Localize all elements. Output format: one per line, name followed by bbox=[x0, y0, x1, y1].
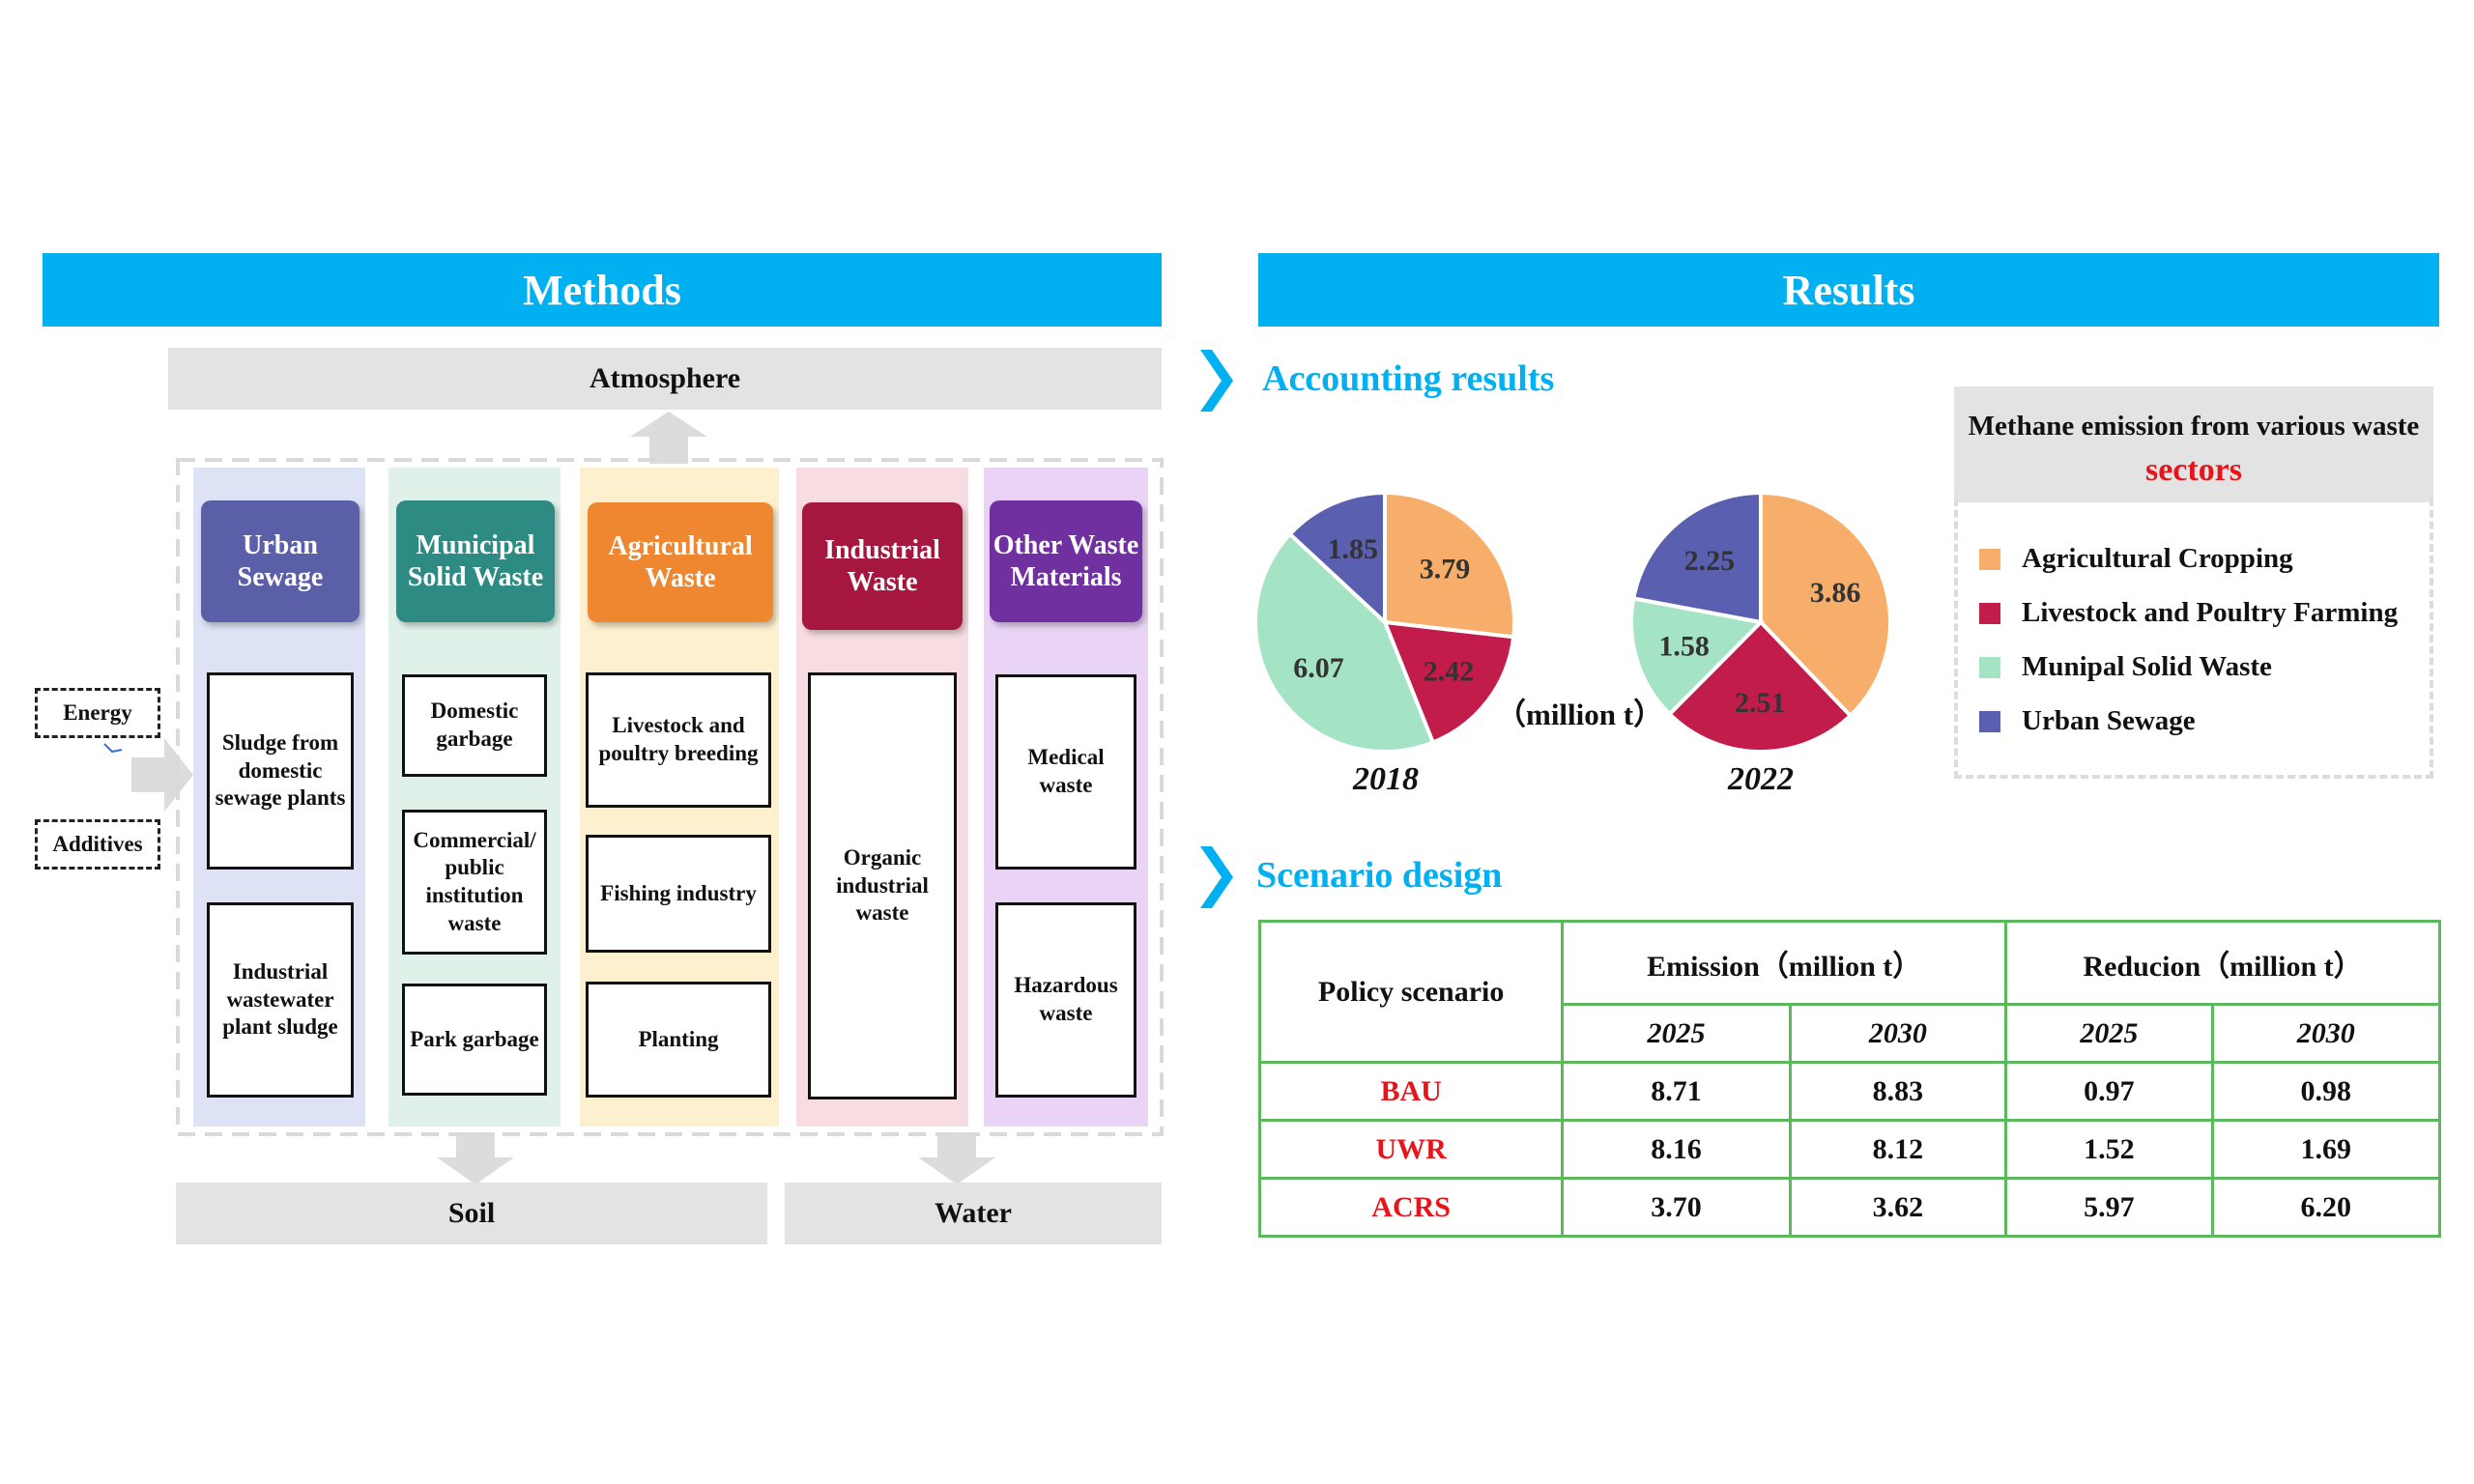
table-cell: 3.62 bbox=[1788, 1177, 2008, 1238]
pie-value-label: 1.58 bbox=[1658, 631, 1710, 663]
pie-charts: 3.79 2.42 6.07 1.85 3.86 2.51 1.58 2.25 bbox=[1253, 490, 1892, 754]
arrow-up-icon bbox=[630, 412, 707, 464]
accounting-title: Accounting results bbox=[1262, 358, 1555, 399]
scenario-name: BAU bbox=[1257, 1061, 1565, 1122]
table-cell: 8.71 bbox=[1561, 1061, 1792, 1122]
scenario-name: UWR bbox=[1257, 1119, 1565, 1180]
legend-title: Methane emission from various waste sect… bbox=[1954, 404, 2433, 494]
item-industrial-sludge: Industrial wastewater plant sludge bbox=[207, 902, 354, 1098]
pie-slice bbox=[1629, 596, 1766, 717]
legend-label: Munipal Solid Waste bbox=[2022, 651, 2272, 682]
header-year: 2025 bbox=[1561, 1003, 1792, 1064]
legend-title-box bbox=[1954, 386, 2433, 502]
water-bar: Water bbox=[785, 1183, 1162, 1244]
table-cell: 1.52 bbox=[2004, 1119, 2214, 1180]
legend-title-highlight: sectors bbox=[2144, 452, 2243, 488]
item-organic-industrial-waste: Organic industrial waste bbox=[808, 672, 957, 1099]
item-domestic-sewage-sludge: Sludge from domestic sewage plants bbox=[207, 672, 354, 870]
legend-swatch bbox=[1979, 656, 2000, 678]
table-row: UWR 8.16 8.12 1.52 1.69 bbox=[1257, 1119, 2442, 1180]
legend-item-urban-sewage: Urban Sewage bbox=[1979, 705, 2196, 737]
additives-input: Additives bbox=[35, 819, 160, 870]
pie-slice bbox=[1759, 490, 1892, 719]
accounting-chevron-icon bbox=[1200, 350, 1233, 412]
pie-slice bbox=[1286, 490, 1387, 627]
pie-value-label: 3.86 bbox=[1810, 577, 1861, 609]
table-cell: 0.98 bbox=[2210, 1061, 2442, 1122]
pie-value-label: 3.79 bbox=[1420, 554, 1471, 585]
legend-label: Livestock and Poultry Farming bbox=[2022, 597, 2399, 628]
item-fishing-industry: Fishing industry bbox=[586, 835, 771, 953]
table-cell: 5.97 bbox=[2004, 1177, 2214, 1238]
pie-year-2018: 2018 bbox=[1353, 761, 1419, 797]
header-year: 2030 bbox=[2210, 1003, 2442, 1064]
item-medical-waste: Medical waste bbox=[995, 674, 1136, 870]
legend-item-msw: Munipal Solid Waste bbox=[1979, 651, 2272, 683]
table-cell: 8.83 bbox=[1788, 1061, 2008, 1122]
header-emission: Emission（million t） bbox=[1561, 920, 2008, 1006]
item-planting: Planting bbox=[586, 982, 771, 1098]
table-cell: 0.97 bbox=[2004, 1061, 2214, 1122]
legend-swatch bbox=[1979, 602, 2000, 624]
pie-slice bbox=[1381, 619, 1516, 746]
pie-value-label: 2.25 bbox=[1684, 545, 1736, 577]
category-industrial-waste: Industrial Waste bbox=[802, 502, 963, 630]
legend-swatch bbox=[1979, 548, 2000, 570]
results-banner: Results bbox=[1258, 253, 2439, 327]
scenario-name: ACRS bbox=[1257, 1177, 1565, 1238]
legend-frame bbox=[1954, 499, 2433, 779]
header-year: 2030 bbox=[1788, 1003, 2008, 1064]
legend-item-livestock: Livestock and Poultry Farming bbox=[1979, 597, 2398, 629]
category-agricultural-waste: Agricultural Waste bbox=[588, 502, 773, 622]
header-reduction: Reducion（million t） bbox=[2004, 920, 2441, 1006]
legend-swatch bbox=[1979, 710, 2000, 732]
item-domestic-garbage: Domestic garbage bbox=[402, 674, 547, 777]
pie-year-2022: 2022 bbox=[1728, 761, 1794, 797]
legend-item-agricultural: Agricultural Cropping bbox=[1979, 543, 2293, 575]
item-hazardous-waste: Hazardous waste bbox=[995, 902, 1136, 1098]
legend-label: Urban Sewage bbox=[2022, 705, 2196, 736]
table-cell: 8.16 bbox=[1561, 1119, 1792, 1180]
atmosphere-bar: Atmosphere bbox=[168, 348, 1162, 410]
table-cell: 3.70 bbox=[1561, 1177, 1792, 1238]
category-other-waste: Other Waste Materials bbox=[990, 500, 1142, 622]
scenario-table: Policy scenario Emission（million t） Redu… bbox=[1257, 920, 2442, 1238]
table-cell: 8.12 bbox=[1788, 1119, 2008, 1180]
table-row: BAU 8.71 8.83 0.97 0.98 bbox=[1257, 1061, 2442, 1122]
header-policy-scenario: Policy scenario bbox=[1257, 920, 1565, 1064]
legend-label: Agricultural Cropping bbox=[2022, 543, 2293, 574]
arrow-right-icon bbox=[131, 738, 193, 812]
energy-input: Energy bbox=[35, 688, 160, 738]
arrow-down-water-icon bbox=[918, 1132, 995, 1184]
pie-slice bbox=[1666, 619, 1854, 754]
item-park-garbage: Park garbage bbox=[402, 984, 547, 1096]
table-cell: 6.20 bbox=[2210, 1177, 2442, 1238]
category-urban-sewage: Urban Sewage bbox=[201, 500, 360, 622]
pie-value-label: 6.07 bbox=[1293, 652, 1344, 684]
methods-banner: Methods bbox=[43, 253, 1162, 327]
item-livestock-breeding: Livestock and poultry breeding bbox=[586, 672, 771, 808]
pie-slice bbox=[1630, 490, 1763, 625]
legend-title-prefix: Methane emission from various waste bbox=[1968, 411, 2420, 442]
scenario-title: Scenario design bbox=[1256, 855, 1503, 896]
pie-value-label: 1.85 bbox=[1328, 533, 1379, 565]
arrow-down-soil-icon bbox=[437, 1132, 514, 1184]
category-municipal-solid-waste: Municipal Solid Waste bbox=[396, 500, 555, 622]
soil-bar: Soil bbox=[176, 1183, 767, 1244]
pie-slice bbox=[1383, 490, 1516, 640]
item-commercial-waste: Commercial/ public institution waste bbox=[402, 810, 547, 955]
decor-mark bbox=[103, 743, 123, 754]
methods-frame bbox=[176, 458, 1164, 1136]
table-cell: 1.69 bbox=[2210, 1119, 2442, 1180]
table-row: ACRS 3.70 3.62 5.97 6.20 bbox=[1257, 1177, 2442, 1238]
header-year: 2025 bbox=[2004, 1003, 2214, 1064]
pie-value-label: 2.51 bbox=[1735, 687, 1786, 719]
unit-label: （million t） bbox=[1496, 698, 1664, 731]
scenario-chevron-icon bbox=[1200, 846, 1233, 908]
pie-value-label: 2.42 bbox=[1424, 655, 1475, 687]
pie-slice bbox=[1253, 531, 1436, 754]
